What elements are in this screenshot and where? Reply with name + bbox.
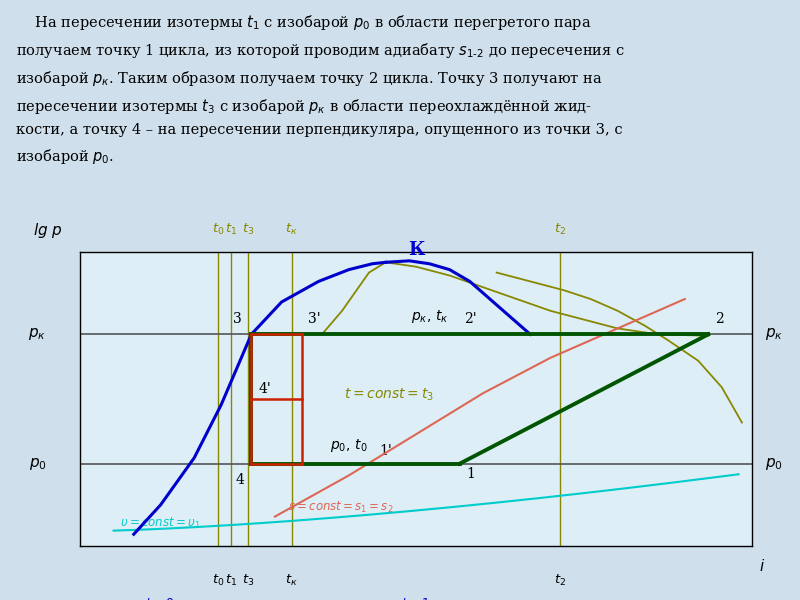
- Text: $\chi=const=1$: $\chi=const=1$: [349, 596, 430, 600]
- Text: 4: 4: [236, 473, 245, 487]
- Text: $\upsilon=const=\upsilon_1$: $\upsilon=const=\upsilon_1$: [120, 516, 201, 531]
- Text: 2': 2': [464, 311, 477, 326]
- Text: $t_3$: $t_3$: [242, 222, 254, 237]
- Text: $t_2$: $t_2$: [554, 572, 566, 587]
- Text: $p_0$: $p_0$: [766, 455, 783, 472]
- Text: На пересечении изотермы $t_1$ с изобарой $p_0$ в области перегретого пара
получа: На пересечении изотермы $t_1$ с изобарой…: [16, 13, 625, 166]
- Text: $t_1$: $t_1$: [225, 222, 238, 237]
- Text: $t=const=t_3$: $t=const=t_3$: [344, 387, 434, 403]
- Text: $p_к$: $p_к$: [766, 326, 783, 343]
- Text: $t_к$: $t_к$: [286, 222, 298, 237]
- Text: $s=const=s_1=s_2$: $s=const=s_1=s_2$: [288, 500, 394, 515]
- Text: К: К: [408, 241, 424, 259]
- Text: $t_0$: $t_0$: [211, 222, 224, 237]
- Text: $\chi=const=0$: $\chi=const=0$: [94, 596, 175, 600]
- Text: 3: 3: [233, 311, 242, 326]
- Text: $t_0$: $t_0$: [211, 572, 224, 587]
- Text: $p_к$: $p_к$: [28, 326, 46, 343]
- Text: 4': 4': [258, 382, 271, 396]
- Text: 3': 3': [309, 311, 321, 326]
- Text: $p_0$: $p_0$: [29, 455, 46, 472]
- Text: 1': 1': [380, 444, 393, 458]
- Text: $i$: $i$: [758, 558, 765, 574]
- Text: 1: 1: [466, 467, 475, 481]
- Text: $p_0,\,t_0$: $p_0,\,t_0$: [330, 437, 368, 454]
- Text: $t_1$: $t_1$: [225, 572, 238, 587]
- Text: $p_к,\,t_к$: $p_к,\,t_к$: [410, 308, 448, 325]
- Text: $lg\;p$: $lg\;p$: [33, 221, 62, 240]
- Text: $t_3$: $t_3$: [242, 572, 254, 587]
- Text: $t_2$: $t_2$: [554, 222, 566, 237]
- Text: $t_к$: $t_к$: [286, 572, 298, 587]
- Text: 2: 2: [715, 311, 724, 326]
